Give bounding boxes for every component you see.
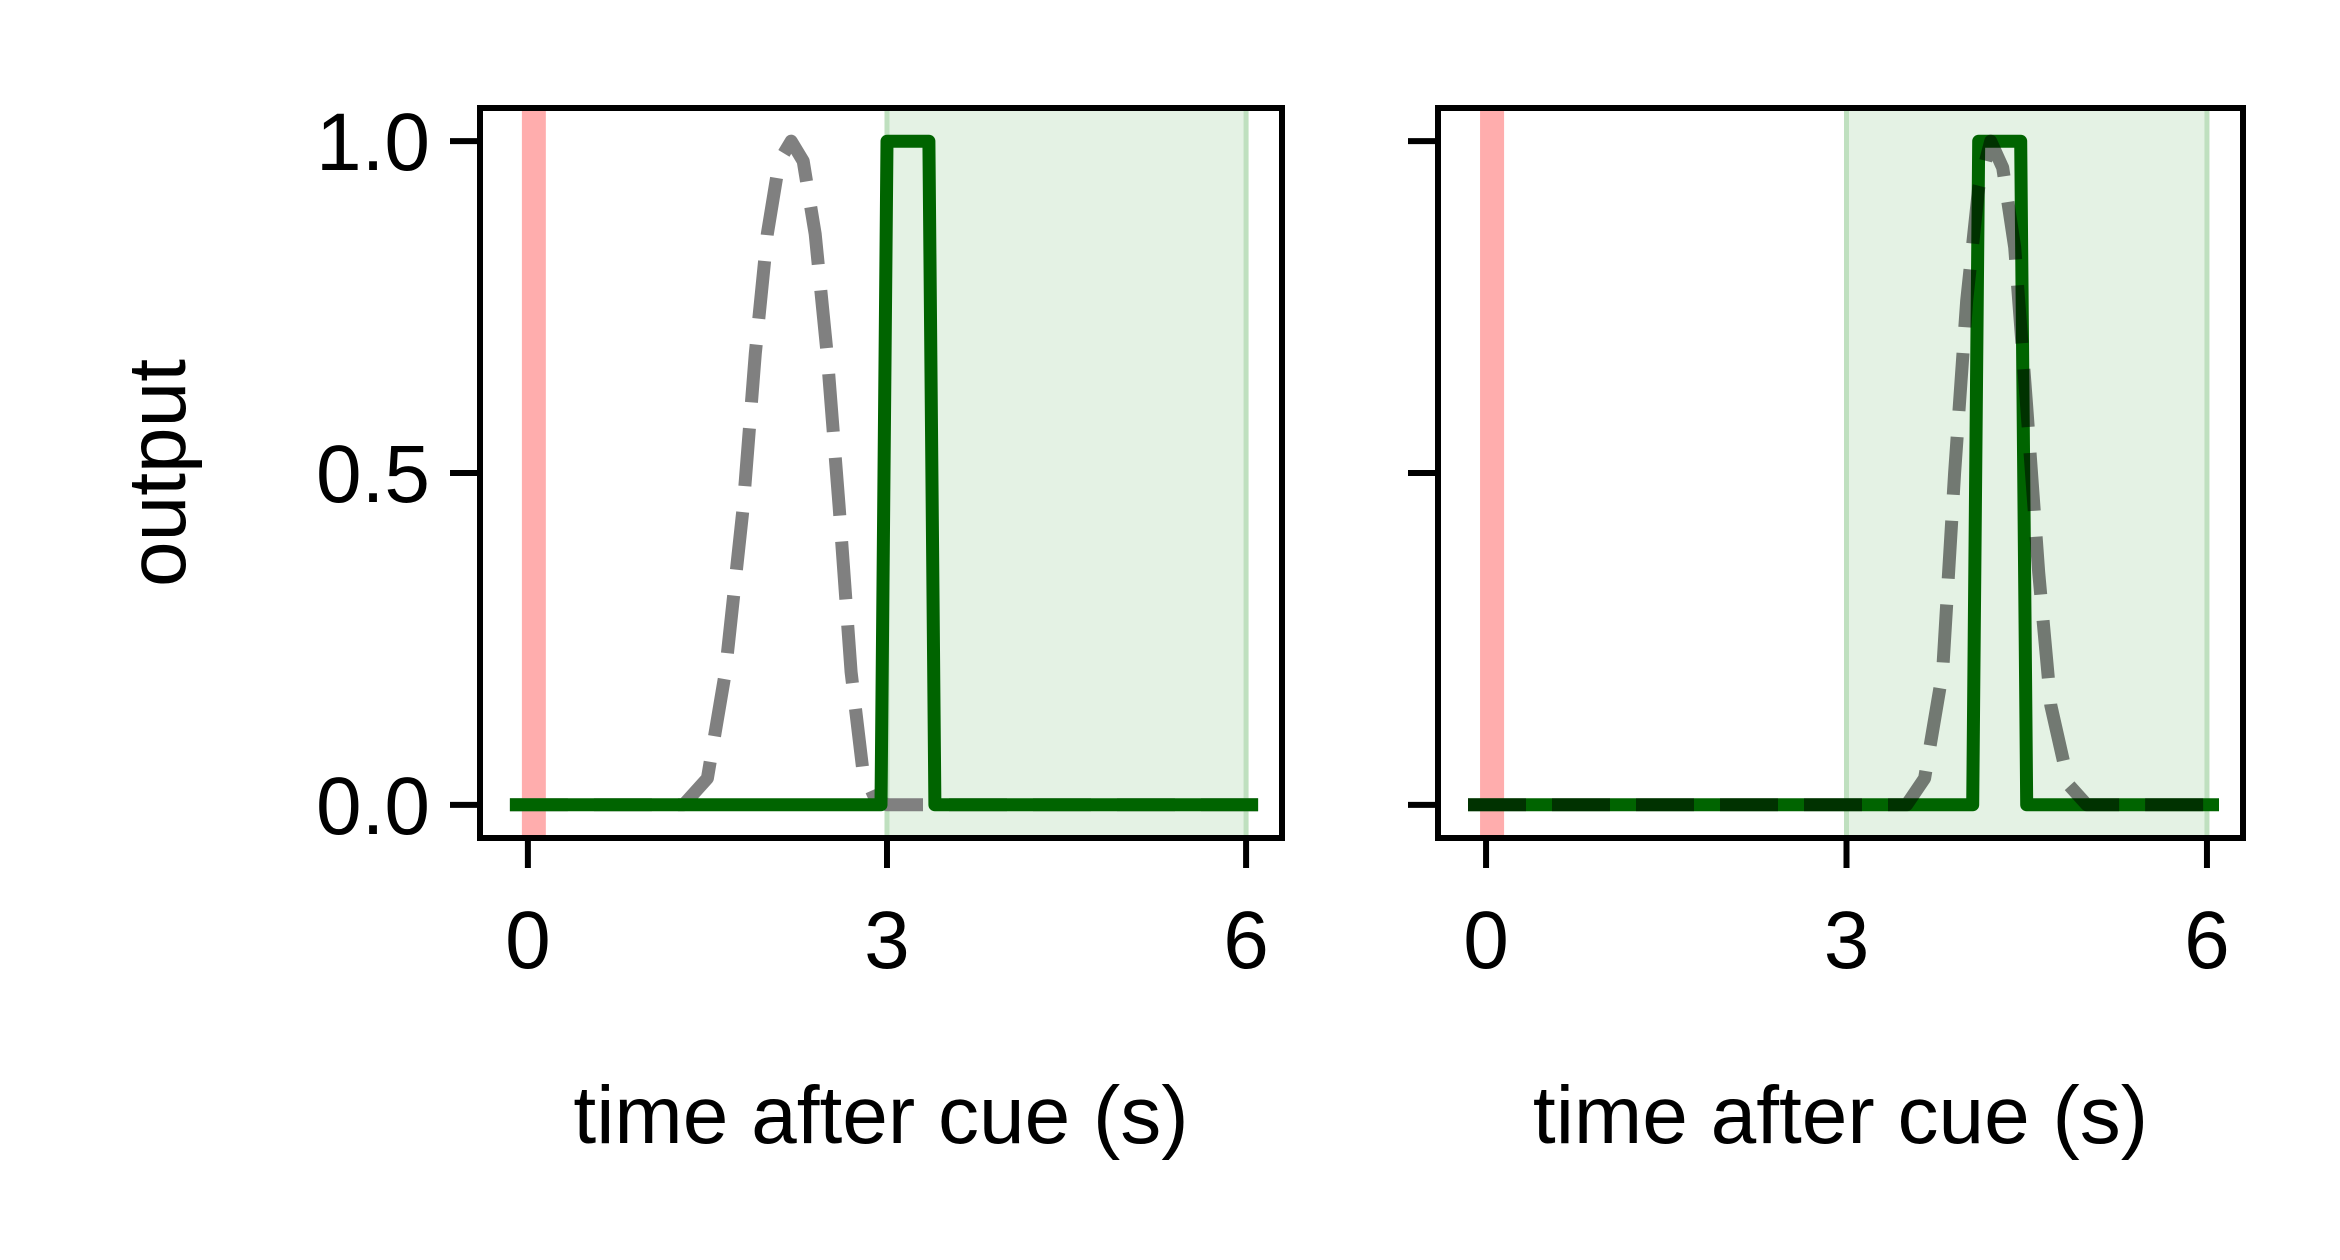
x-tick-label: 6 — [2184, 895, 2230, 986]
y-tick-label: 1.0 — [316, 97, 430, 188]
response-window-band — [886, 108, 1247, 838]
x-tick-label: 0 — [505, 895, 551, 986]
x-axis-label: time after cue (s) — [573, 1070, 1188, 1161]
plot-area — [509, 108, 1259, 838]
x-tick-label: 3 — [1824, 895, 1870, 986]
y-tick-label: 0.0 — [316, 761, 430, 852]
x-tick-label: 6 — [1223, 895, 1269, 986]
dashed-series-line — [509, 134, 1259, 812]
x-tick-label: 3 — [864, 895, 910, 986]
x-tick-label: 0 — [1463, 895, 1509, 986]
left-panel: 0 3 6 0.0 0.5 1.0 time after cue (s) output — [112, 97, 1285, 1161]
y-tick-label: 0.5 — [316, 429, 430, 520]
cue-marker — [1480, 108, 1505, 838]
y-axis-label: output — [112, 359, 203, 587]
plot-area — [1468, 108, 2219, 838]
x-axis-label: time after cue (s) — [1533, 1070, 2148, 1161]
right-panel: 0 3 6 time after cue (s) — [1408, 105, 2246, 1161]
solid-series-line — [509, 134, 1259, 812]
dashed-series-line — [1468, 134, 2219, 812]
cue-marker — [521, 108, 546, 838]
